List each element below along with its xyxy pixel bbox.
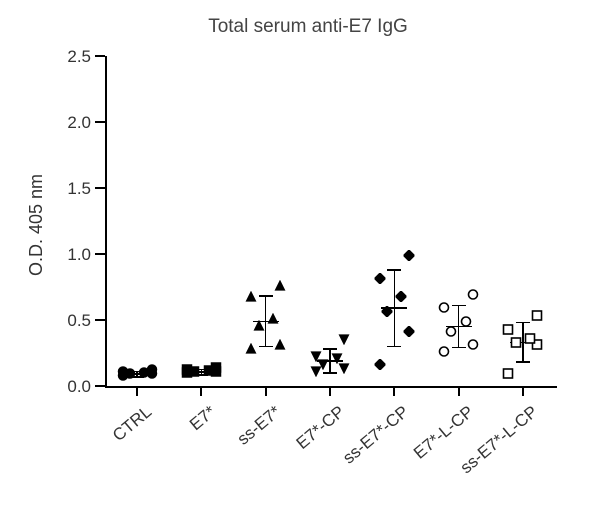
data-point: [374, 357, 385, 375]
y-tick-label: 2.0: [45, 113, 91, 133]
error-cap: [452, 305, 466, 307]
data-point: [403, 324, 414, 342]
y-tick-label: 2.5: [45, 47, 91, 67]
y-tick: [95, 253, 105, 255]
x-tick-label: ss-E7*: [233, 402, 284, 450]
x-tick: [522, 386, 524, 396]
x-tick-label: CTRL: [109, 402, 156, 446]
x-tick-label: ss-E7*-CP: [339, 402, 413, 468]
y-tick: [95, 187, 105, 189]
y-tick-label: 1.5: [45, 179, 91, 199]
data-point: [339, 332, 350, 350]
data-point: [267, 311, 278, 329]
error-cap: [259, 346, 273, 348]
data-point: [275, 278, 286, 296]
error-cap: [387, 269, 401, 271]
data-point: [467, 337, 478, 355]
data-point: [439, 344, 450, 362]
data-point: [503, 366, 514, 384]
y-tick: [95, 385, 105, 387]
x-tick-label: E7*: [186, 402, 220, 435]
data-point: [503, 322, 514, 340]
error-cap: [323, 348, 337, 350]
data-point: [246, 289, 257, 307]
x-tick: [393, 386, 395, 396]
data-point: [403, 248, 414, 266]
x-tick: [200, 386, 202, 396]
data-point: [382, 304, 393, 322]
data-point: [275, 337, 286, 355]
data-point: [446, 324, 457, 342]
x-tick-label: E7*-CP: [293, 402, 349, 454]
y-tick: [95, 121, 105, 123]
data-point: [310, 349, 321, 367]
data-point: [396, 289, 407, 307]
data-point: [210, 360, 221, 378]
chart-title: Total serum anti-E7 IgG: [0, 16, 616, 38]
y-tick-label: 0.0: [45, 377, 91, 397]
error-cap: [516, 361, 530, 363]
data-point: [525, 331, 536, 349]
data-point: [246, 341, 257, 359]
y-axis-label: O.D. 405 nm: [26, 174, 47, 276]
data-point: [439, 300, 450, 318]
data-point: [460, 314, 471, 332]
data-point: [467, 287, 478, 305]
data-point: [332, 351, 343, 369]
x-tick: [329, 386, 331, 396]
y-tick: [95, 319, 105, 321]
data-point: [532, 308, 543, 326]
x-tick: [458, 386, 460, 396]
plot-area: [105, 56, 557, 388]
data-point: [146, 362, 157, 380]
data-point: [182, 362, 193, 380]
error-cap: [259, 295, 273, 297]
data-point: [374, 271, 385, 289]
data-point: [117, 364, 128, 382]
y-tick-label: 0.5: [45, 311, 91, 331]
y-tick: [95, 55, 105, 57]
y-tick-label: 1.0: [45, 245, 91, 265]
x-tick: [136, 386, 138, 396]
error-cap: [452, 347, 466, 349]
x-tick: [265, 386, 267, 396]
data-point: [253, 318, 264, 336]
error-cap: [387, 346, 401, 348]
error-cap: [516, 322, 530, 324]
